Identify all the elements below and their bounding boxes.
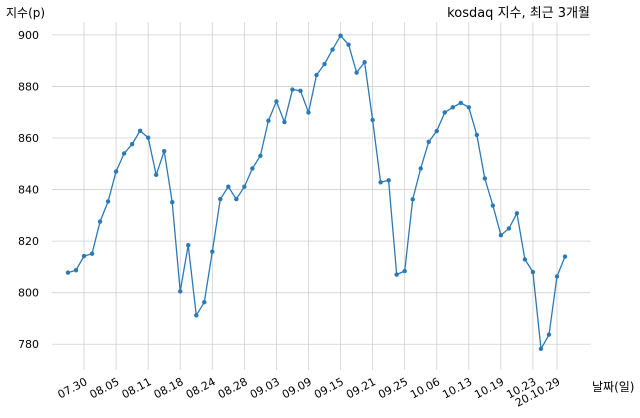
data-point bbox=[210, 249, 215, 254]
data-point bbox=[234, 196, 239, 202]
data-point bbox=[250, 166, 255, 171]
x-tick-label: 08.11 bbox=[120, 375, 154, 401]
y-tick-label: 780 bbox=[18, 338, 39, 351]
data-point bbox=[161, 148, 167, 154]
x-tick-label: 10.13 bbox=[440, 375, 474, 401]
data-point bbox=[105, 199, 111, 204]
x-tick-label: 08.24 bbox=[184, 375, 218, 401]
data-point bbox=[65, 270, 71, 275]
chart-title: kosdaq 지수, 최근 3개월 bbox=[447, 6, 590, 21]
data-point bbox=[258, 153, 263, 158]
data-point bbox=[378, 180, 383, 185]
data-point bbox=[314, 72, 319, 78]
x-axis-label: 날짜(일) bbox=[592, 380, 634, 394]
data-points bbox=[65, 33, 568, 352]
x-tick-label: 09.21 bbox=[344, 375, 378, 401]
data-point bbox=[186, 243, 191, 248]
data-point bbox=[145, 135, 151, 140]
data-point bbox=[554, 274, 560, 279]
data-point bbox=[562, 254, 568, 259]
grid bbox=[52, 22, 590, 370]
data-point bbox=[458, 100, 463, 106]
data-point bbox=[202, 300, 207, 305]
data-point bbox=[137, 128, 143, 133]
data-point bbox=[402, 268, 407, 274]
data-point bbox=[530, 269, 536, 275]
y-axis-label: 지수(p) bbox=[6, 6, 45, 20]
data-point bbox=[346, 42, 351, 47]
data-point bbox=[538, 346, 544, 352]
series-line bbox=[67, 34, 566, 351]
data-point bbox=[386, 178, 391, 183]
data-point bbox=[418, 166, 423, 171]
data-point bbox=[322, 61, 327, 67]
data-point bbox=[442, 110, 447, 115]
data-point bbox=[546, 332, 552, 337]
data-point bbox=[290, 87, 295, 92]
data-point bbox=[282, 119, 287, 125]
data-point bbox=[498, 232, 504, 238]
data-point bbox=[514, 211, 520, 216]
y-tick-label: 900 bbox=[18, 29, 39, 42]
x-tick-label: 08.18 bbox=[152, 375, 186, 401]
data-point bbox=[298, 88, 303, 94]
data-point bbox=[153, 172, 159, 178]
y-axis-ticks: 780 800 820 840 860 880 900 bbox=[18, 29, 39, 351]
data-point bbox=[410, 197, 415, 202]
data-point bbox=[274, 99, 279, 104]
data-point bbox=[226, 184, 231, 189]
x-tick-label: 10.06 bbox=[408, 375, 442, 401]
data-point bbox=[129, 141, 135, 147]
x-tick-label: 09.09 bbox=[280, 375, 314, 401]
data-point bbox=[354, 70, 359, 75]
x-tick-label: 09.25 bbox=[376, 375, 410, 401]
data-point bbox=[370, 117, 375, 123]
data-point bbox=[242, 184, 247, 189]
data-point bbox=[522, 257, 528, 262]
data-point bbox=[482, 176, 488, 181]
data-point bbox=[266, 118, 271, 123]
data-point bbox=[306, 110, 311, 115]
data-point bbox=[362, 60, 367, 65]
data-point bbox=[97, 219, 103, 224]
data-point bbox=[450, 105, 455, 110]
x-tick-label: 09.15 bbox=[312, 375, 346, 401]
x-tick-label: 07.30 bbox=[56, 375, 90, 401]
data-point bbox=[121, 151, 127, 156]
data-point bbox=[89, 251, 95, 256]
x-tick-label: 08.28 bbox=[216, 375, 250, 401]
data-point bbox=[474, 132, 480, 138]
data-point bbox=[218, 196, 223, 202]
data-point bbox=[338, 33, 343, 38]
y-tick-label: 840 bbox=[18, 184, 39, 197]
data-point bbox=[170, 199, 175, 205]
data-point bbox=[178, 289, 183, 294]
data-point bbox=[506, 226, 512, 231]
data-point bbox=[113, 169, 119, 174]
x-tick-label: 09.03 bbox=[248, 375, 282, 401]
y-tick-label: 800 bbox=[18, 287, 39, 300]
data-point bbox=[394, 272, 399, 277]
data-point bbox=[426, 139, 431, 145]
data-point bbox=[466, 105, 472, 110]
y-tick-label: 880 bbox=[18, 80, 39, 93]
y-tick-label: 820 bbox=[18, 235, 39, 248]
data-point bbox=[81, 253, 87, 259]
x-tick-label: 10.19 bbox=[472, 375, 506, 401]
x-tick-label: 08.05 bbox=[88, 375, 122, 401]
data-point bbox=[73, 268, 79, 273]
data-point bbox=[490, 203, 496, 208]
data-point bbox=[434, 128, 439, 134]
y-tick-label: 860 bbox=[18, 132, 39, 145]
data-point bbox=[194, 313, 199, 318]
data-point bbox=[330, 47, 335, 52]
x-axis-ticks: 07.3008.0508.1108.1808.2408.2809.0309.09… bbox=[56, 375, 563, 409]
